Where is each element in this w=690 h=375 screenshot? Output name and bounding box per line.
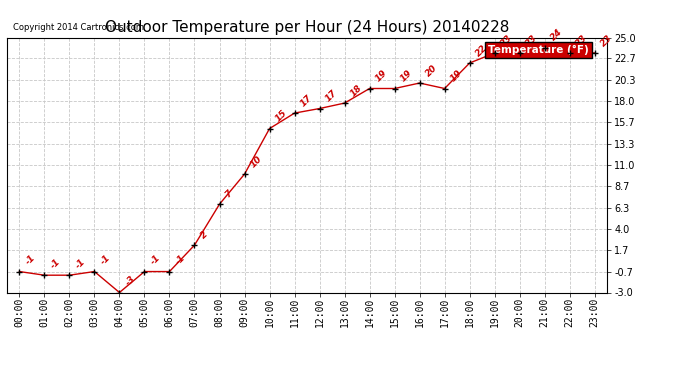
Text: 22: 22: [474, 43, 489, 58]
Text: -1: -1: [148, 253, 162, 267]
Text: 20: 20: [424, 63, 439, 78]
Text: Copyright 2014 Cartronics.com: Copyright 2014 Cartronics.com: [13, 23, 144, 32]
Text: -1: -1: [99, 253, 112, 267]
Text: 2: 2: [199, 230, 210, 240]
Text: -1: -1: [23, 253, 37, 267]
Text: 19: 19: [374, 68, 389, 84]
Title: Outdoor Temperature per Hour (24 Hours) 20140228: Outdoor Temperature per Hour (24 Hours) …: [105, 20, 509, 35]
Text: -3: -3: [124, 274, 137, 288]
Text: 7: 7: [224, 188, 235, 199]
Text: Temperature (°F): Temperature (°F): [489, 45, 589, 55]
Text: -1: -1: [174, 253, 187, 267]
Text: 10: 10: [248, 154, 264, 169]
Text: -1: -1: [48, 257, 62, 270]
Text: 19: 19: [448, 68, 464, 84]
Text: 23: 23: [499, 33, 514, 48]
Text: 15: 15: [274, 108, 289, 124]
Text: 24: 24: [549, 27, 564, 43]
Text: 17: 17: [324, 88, 339, 104]
Text: 23: 23: [599, 33, 614, 48]
Text: 17: 17: [299, 93, 314, 108]
Text: 19: 19: [399, 68, 414, 84]
Text: -1: -1: [74, 257, 87, 270]
Text: 23: 23: [574, 33, 589, 48]
Text: 18: 18: [348, 83, 364, 98]
Text: 23: 23: [524, 33, 539, 48]
